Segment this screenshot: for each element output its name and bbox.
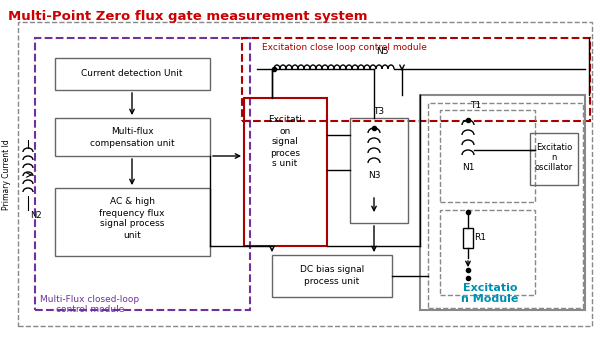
Bar [35, 38, 250, 310]
Text: R1: R1 [474, 234, 486, 242]
Text: signal: signal [272, 138, 299, 146]
Text: N1: N1 [462, 164, 474, 172]
Text: signal process: signal process [100, 219, 164, 228]
Text: Current detection Unit: Current detection Unit [81, 70, 183, 78]
Text: Excitatio: Excitatio [463, 283, 517, 293]
Bar [18, 22, 592, 326]
Bar [420, 95, 585, 310]
Text: Primary Current Id: Primary Current Id [2, 140, 11, 210]
Bar [428, 103, 583, 308]
Bar [440, 210, 535, 295]
Text: Excitation close loop control module: Excitation close loop control module [262, 44, 427, 52]
Text: process unit: process unit [305, 276, 359, 286]
Text: unit: unit [123, 231, 141, 240]
Bar [242, 38, 590, 121]
Bar [530, 133, 578, 185]
Text: T3: T3 [373, 106, 385, 116]
Text: N5: N5 [376, 47, 388, 55]
Text: n Module: n Module [461, 294, 519, 304]
Text: AC & high: AC & high [110, 197, 155, 207]
Bar [463, 228, 473, 248]
Bar [272, 255, 392, 297]
Text: oscillator: oscillator [535, 164, 573, 172]
Bar [440, 110, 535, 202]
Text: control module: control module [56, 306, 124, 314]
Text: s unit: s unit [272, 160, 297, 169]
Text: n: n [551, 153, 557, 163]
Text: on: on [279, 126, 291, 136]
Text: N3: N3 [368, 170, 380, 179]
Text: Multi-flux: Multi-flux [111, 127, 154, 137]
Text: compensation unit: compensation unit [90, 139, 175, 147]
Bar [244, 98, 327, 246]
Text: Multi-Point Zero flux gate measurement system: Multi-Point Zero flux gate measurement s… [8, 10, 367, 23]
Text: T1: T1 [470, 101, 482, 111]
Bar [55, 188, 210, 256]
Bar [350, 118, 408, 223]
Text: Excitati: Excitati [268, 116, 302, 124]
Bar [55, 118, 210, 156]
Text: N2: N2 [30, 211, 42, 219]
Text: DC bias signal: DC bias signal [300, 266, 364, 274]
Text: Multi-Flux closed-loop: Multi-Flux closed-loop [40, 295, 140, 305]
Text: proces: proces [270, 148, 300, 158]
Text: frequency flux: frequency flux [99, 209, 165, 217]
Bar [55, 58, 210, 90]
Text: Excitatio: Excitatio [536, 144, 572, 152]
